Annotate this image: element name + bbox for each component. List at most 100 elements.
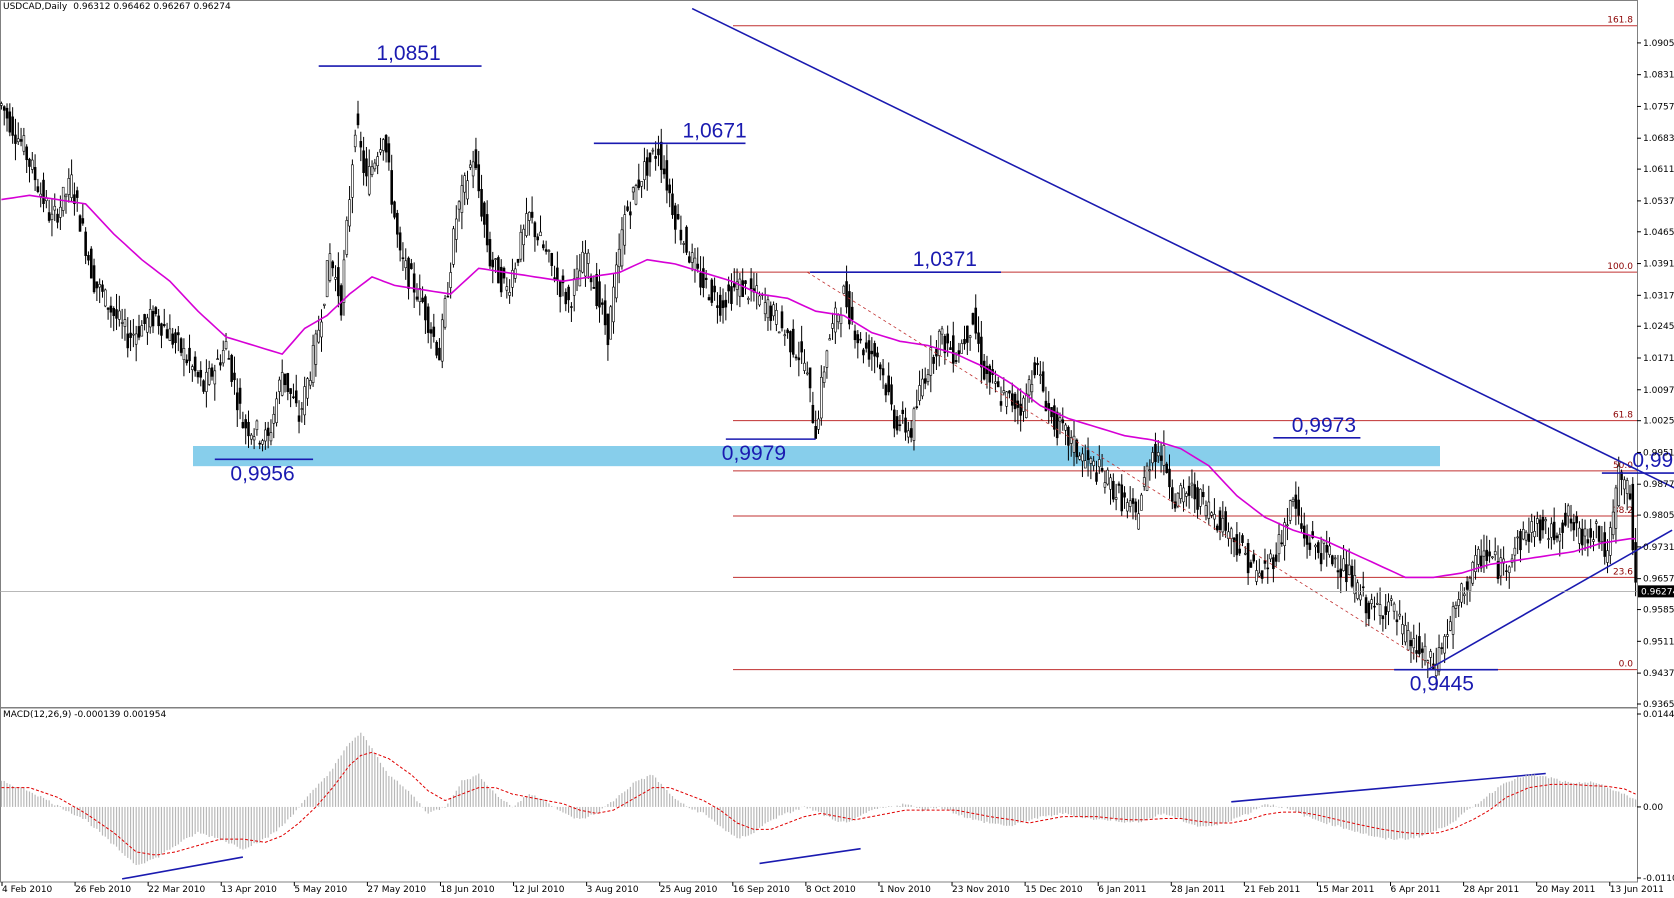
candle-body xyxy=(584,253,587,277)
candle-body xyxy=(1558,534,1562,542)
candle-body xyxy=(1148,469,1152,472)
candle-body xyxy=(1162,444,1166,466)
candle-body xyxy=(196,372,200,378)
candle-body xyxy=(530,211,534,218)
candle-body xyxy=(898,424,902,427)
candle-body xyxy=(1398,613,1402,617)
candle-body xyxy=(657,148,660,156)
candle-body xyxy=(1196,487,1199,510)
candle-body xyxy=(1244,552,1247,555)
candle-body xyxy=(890,384,893,405)
price-level-label: 0,9979 xyxy=(722,442,786,465)
candle-body xyxy=(951,335,955,364)
candle-body xyxy=(491,259,495,268)
candle-body xyxy=(87,255,90,261)
candle-body xyxy=(1131,498,1135,504)
candle-body xyxy=(140,325,144,337)
candle-body xyxy=(1395,619,1399,623)
candle-body xyxy=(982,360,986,380)
candle-body xyxy=(454,218,458,240)
candle-body xyxy=(118,310,121,320)
date-tick-label: 4 Feb 2010 xyxy=(2,885,53,895)
date-tick-label: 27 May 2010 xyxy=(367,885,426,895)
candle-body xyxy=(401,257,405,260)
fib-level-label: 50.0 xyxy=(1613,461,1633,471)
candle-body xyxy=(151,310,155,327)
candle-body xyxy=(1589,528,1592,538)
candle-body xyxy=(81,218,85,224)
candle-body xyxy=(466,180,469,200)
candle-body xyxy=(1516,536,1519,539)
candle-body xyxy=(1092,460,1095,466)
candle-body xyxy=(115,309,118,319)
candle-body xyxy=(1156,452,1160,457)
candle-body xyxy=(432,326,436,337)
price-tick-label: 1.03910 xyxy=(1643,260,1674,270)
candle-body xyxy=(1566,505,1570,517)
date-tick-label: 22 Mar 2010 xyxy=(148,885,205,895)
candle-body xyxy=(404,260,408,269)
candle-body xyxy=(960,343,963,354)
candle-body xyxy=(207,368,211,385)
candle-body xyxy=(109,305,113,313)
candle-body xyxy=(803,362,806,371)
candle-body xyxy=(5,107,9,119)
candle-body xyxy=(157,315,160,327)
candle-body xyxy=(710,279,714,303)
candle-body xyxy=(412,273,416,293)
candle-body xyxy=(1098,459,1101,468)
candle-body xyxy=(763,302,767,315)
candle-body xyxy=(893,409,896,429)
price-tick-label: 1.05370 xyxy=(1643,197,1674,207)
candle-body xyxy=(1095,472,1098,482)
candle-body xyxy=(1485,549,1489,561)
candle-body xyxy=(1572,522,1576,531)
candle-body xyxy=(252,436,256,441)
candle-body xyxy=(143,314,146,325)
candle-body xyxy=(367,166,371,195)
candle-body xyxy=(1454,604,1458,609)
candle-body xyxy=(690,252,694,263)
price-tick-label: 1.04650 xyxy=(1643,228,1674,238)
candle-body xyxy=(202,380,205,392)
candle-body xyxy=(1606,550,1609,563)
candle-body xyxy=(345,220,349,255)
price-level-label: 0,9973 xyxy=(1292,414,1356,437)
candle-body xyxy=(488,239,492,267)
candle-body xyxy=(370,166,374,175)
candle-body xyxy=(1513,547,1517,556)
candle-body xyxy=(505,286,509,291)
candle-body xyxy=(393,201,396,218)
candle-body xyxy=(1103,482,1107,488)
candle-body xyxy=(805,372,809,375)
candle-body xyxy=(1134,501,1138,513)
candle-body xyxy=(556,267,559,281)
candle-body xyxy=(1089,458,1093,464)
candle-body xyxy=(384,135,388,153)
candle-body xyxy=(1272,557,1275,570)
candle-body xyxy=(286,373,290,392)
candle-body xyxy=(502,267,506,279)
candle-body xyxy=(533,222,537,238)
candle-body xyxy=(901,409,905,415)
candle-body xyxy=(1050,407,1053,418)
candle-body xyxy=(1448,621,1452,631)
candle-body xyxy=(469,164,472,168)
candle-body xyxy=(1120,484,1124,512)
candle-body xyxy=(59,206,62,218)
candle-body xyxy=(864,342,868,349)
candle-body xyxy=(8,111,12,133)
candle-body xyxy=(320,321,323,338)
candle-body xyxy=(1392,603,1396,612)
candle-body xyxy=(311,345,315,383)
candle-body xyxy=(539,231,542,237)
candle-body xyxy=(1375,602,1379,605)
candle-body xyxy=(300,408,304,410)
candle-body xyxy=(1482,550,1486,557)
candle-body xyxy=(1227,531,1230,539)
candle-body xyxy=(1173,501,1177,509)
candle-body xyxy=(724,299,728,308)
candle-body xyxy=(592,286,596,289)
candle-body xyxy=(463,175,466,193)
